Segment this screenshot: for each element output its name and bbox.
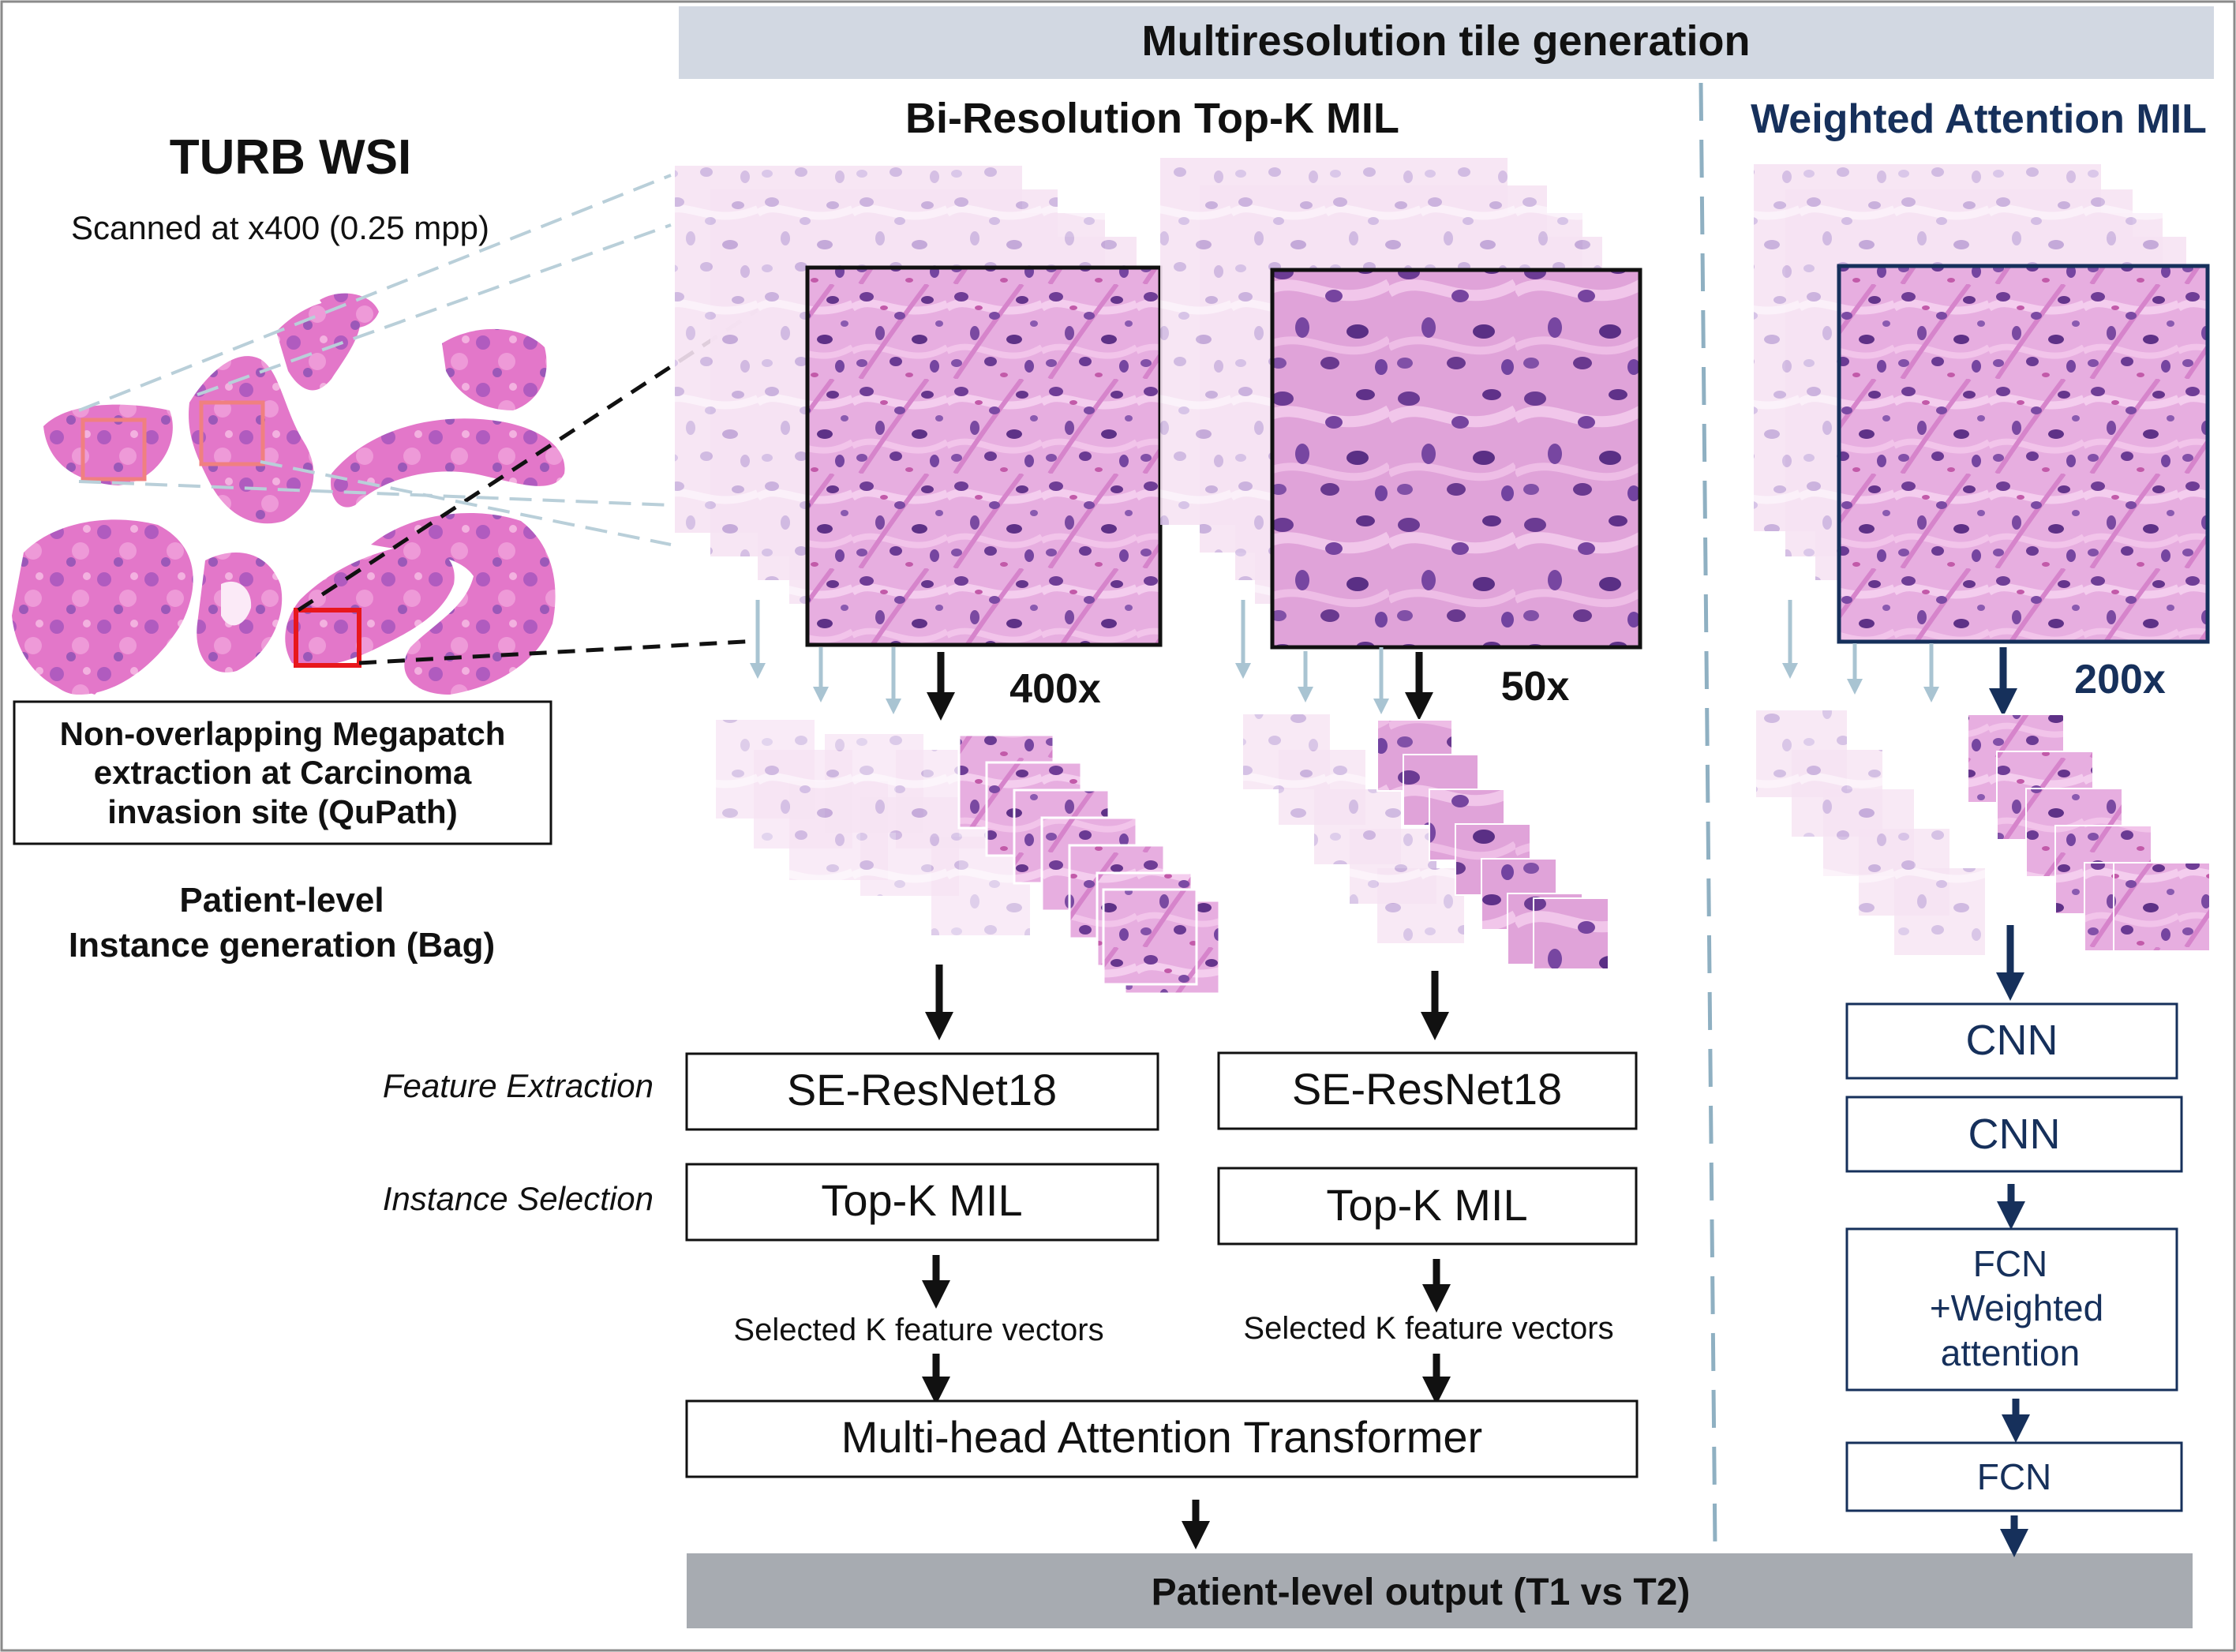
magnification-400x: 400x: [1009, 666, 1101, 712]
transformer-box: Multi-head Attention Transformer: [685, 1399, 1639, 1478]
zoom-guide-4: [260, 460, 672, 546]
magnification-200x: 200x: [2074, 657, 2166, 702]
megapatch-connector-bottom: [358, 639, 758, 665]
selected-vectors-b: Selected K feature vectors: [1243, 1311, 1613, 1346]
backbone-label-b: SE-ResNet18: [1292, 1064, 1562, 1114]
cnn-label-2: CNN: [1968, 1111, 2061, 1158]
topk-box-b: Top-K MIL: [1217, 1167, 1638, 1246]
zoom-guide-1: [78, 174, 672, 412]
weighted-section: Weighted Attention MIL 200x: [1751, 96, 2211, 1557]
section-divider: [1699, 82, 1717, 1548]
zoom-guide-2: [197, 223, 672, 396]
tile-cascade-400x: [716, 720, 1221, 995]
bottom-banner-label: Patient-level output (T1 vs T2): [1152, 1571, 1691, 1613]
cnn-box-1: CNN: [1845, 1002, 2178, 1080]
roi-box-1: [81, 418, 147, 481]
transformer-label: Multi-head Attention Transformer: [841, 1412, 1482, 1462]
weighted-title: Weighted Attention MIL: [1751, 96, 2207, 142]
fcn-attention-line-1: FCN: [1973, 1243, 2048, 1284]
wsi-title: TURB WSI: [170, 130, 412, 185]
magnification-50x: 50x: [1501, 664, 1570, 710]
bag-caption-line-2: Instance generation (Bag): [69, 926, 495, 965]
row-label-feature-extraction: Feature Extraction: [383, 1067, 654, 1104]
selected-vectors-a: Selected K feature vectors: [733, 1313, 1103, 1347]
megapatch-stack-400x: [675, 166, 1163, 647]
megapatch-box: Non-overlapping Megapatch extraction at …: [13, 700, 552, 845]
top-banner-label: Multiresolution tile generation: [1141, 17, 1750, 65]
wsi-thumbnail: [12, 293, 565, 695]
roi-box-3: [294, 608, 361, 668]
backbone-label-a: SE-ResNet18: [787, 1065, 1057, 1114]
megapatch-stack-50x: [1160, 158, 1642, 650]
topk-box-a: Top-K MIL: [685, 1163, 1159, 1242]
biresolution-title: Bi-Resolution Top-K MIL: [905, 95, 1399, 142]
backbone-box-b: SE-ResNet18: [1217, 1051, 1638, 1130]
cnn-box-2: CNN: [1845, 1096, 2183, 1173]
topk-label-b: Top-K MIL: [1326, 1180, 1527, 1230]
bag-caption-line-1: Patient-level: [179, 881, 384, 920]
top-banner: Multiresolution tile generation: [679, 6, 2214, 79]
tile-cascade-200x: [1756, 710, 2211, 955]
megapatch-line-3: invasion site (QuPath): [107, 793, 457, 830]
fcn-attention-line-2: +Weighted: [1930, 1287, 2103, 1328]
megapatch-stack-200x: [1754, 164, 2210, 644]
megapatch-400x: [805, 265, 1163, 647]
roi-box-2: [199, 400, 265, 466]
megapatch-line-1: Non-overlapping Megapatch: [60, 715, 506, 752]
fcn-label: FCN: [1977, 1456, 2052, 1497]
tile-cascade-50x: [1243, 714, 1609, 970]
row-label-instance-selection: Instance Selection: [383, 1180, 654, 1217]
fcn-attention-line-3: attention: [1941, 1332, 2080, 1373]
biresolution-section: Bi-Resolution Top-K MIL 400x 50x: [383, 95, 1642, 1549]
megapatch-50x: [1270, 268, 1642, 650]
backbone-box-a: SE-ResNet18: [685, 1052, 1159, 1131]
scan-note: Scanned at x400 (0.25 mpp): [71, 209, 489, 246]
topk-label-a: Top-K MIL: [821, 1175, 1022, 1225]
wsi-panel: TURB WSI Scanned at x400 (0.25 mpp) Non-…: [12, 130, 799, 965]
megapatch-line-2: extraction at Carcinoma: [94, 754, 472, 791]
megapatch-200x: [1837, 264, 2210, 644]
fcn-attention-box: FCN +Weighted attention: [1845, 1227, 2178, 1392]
cnn-label-1: CNN: [1966, 1017, 2058, 1064]
bottom-banner: Patient-level output (T1 vs T2): [687, 1553, 2193, 1628]
fcn-box: FCN: [1845, 1441, 2183, 1512]
